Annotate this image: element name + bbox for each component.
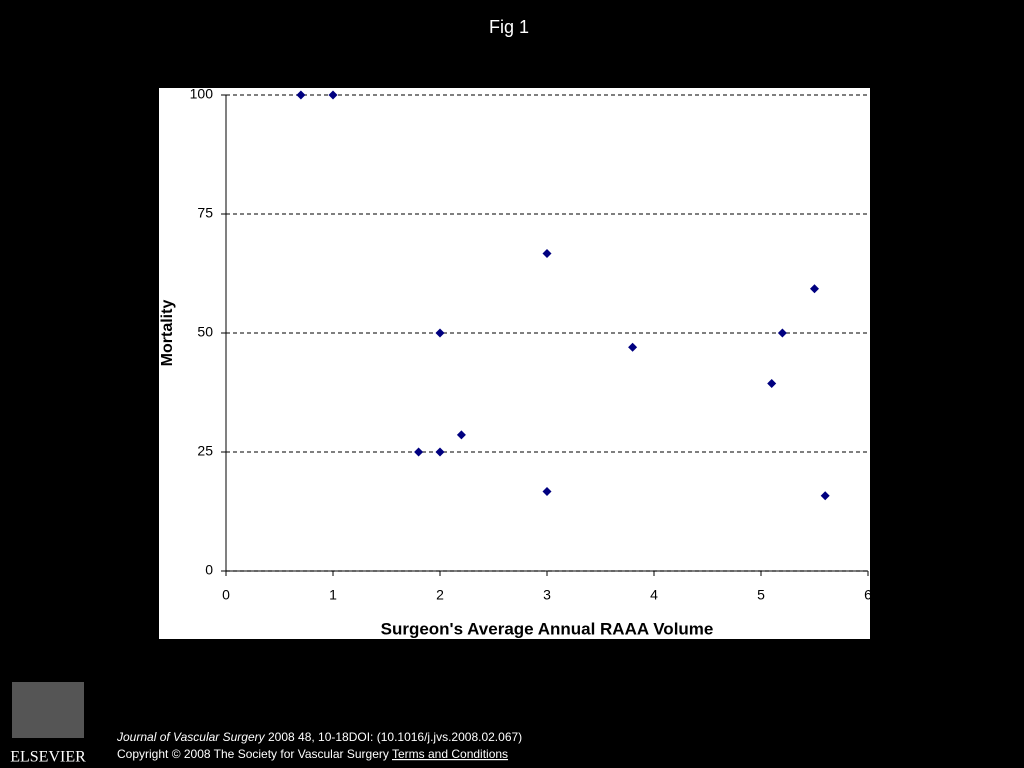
x-tick-label: 6 — [864, 587, 872, 603]
y-tick-label: 0 — [205, 562, 213, 578]
copyright-line: Copyright © 2008 The Society for Vascula… — [117, 747, 508, 761]
x-tick-label: 5 — [757, 587, 765, 603]
x-tick-label: 0 — [222, 587, 230, 603]
point — [628, 342, 638, 352]
point — [435, 447, 445, 457]
x-tick-label: 4 — [650, 587, 658, 603]
point — [296, 90, 306, 100]
terms-link[interactable]: Terms and Conditions — [392, 747, 508, 761]
point — [767, 378, 777, 388]
logo-text: ELSEVIER — [10, 749, 86, 766]
x-tick-label: 2 — [436, 587, 444, 603]
logo: ELSEVIER — [10, 682, 86, 766]
point — [542, 487, 552, 497]
point — [542, 249, 552, 259]
x-axis-label: Surgeon's Average Annual RAAA Volume — [381, 619, 714, 638]
y-tick-label: 100 — [190, 86, 214, 102]
point — [328, 90, 338, 100]
x-tick-label: 1 — [329, 587, 337, 603]
slide-title: Fig 1 — [489, 17, 529, 37]
y-tick-label: 25 — [197, 443, 213, 459]
y-axis-label: Mortality — [159, 300, 176, 367]
x-tick-label: 3 — [543, 587, 551, 603]
y-tick-label: 50 — [197, 324, 213, 340]
logo-tree — [12, 682, 84, 738]
point — [414, 447, 424, 457]
plot-area: 0 25 50 75 100 0 1 2 3 4 5 6 — [190, 86, 872, 603]
point — [810, 284, 819, 294]
point — [820, 491, 830, 501]
reference: 2008 48, 10-18DOI: (10.1016/j.jvs.2008.0… — [268, 730, 522, 744]
point — [456, 430, 466, 440]
point — [435, 328, 445, 338]
citation: Journal of Vascular Surgery 2008 48, 10-… — [116, 730, 522, 744]
journal: Journal of Vascular Surgery — [116, 730, 266, 744]
y-tick-label: 75 — [197, 205, 213, 221]
point — [777, 328, 787, 338]
chart-background — [159, 88, 870, 639]
copyright: Copyright © 2008 The Society for Vascula… — [117, 747, 389, 761]
